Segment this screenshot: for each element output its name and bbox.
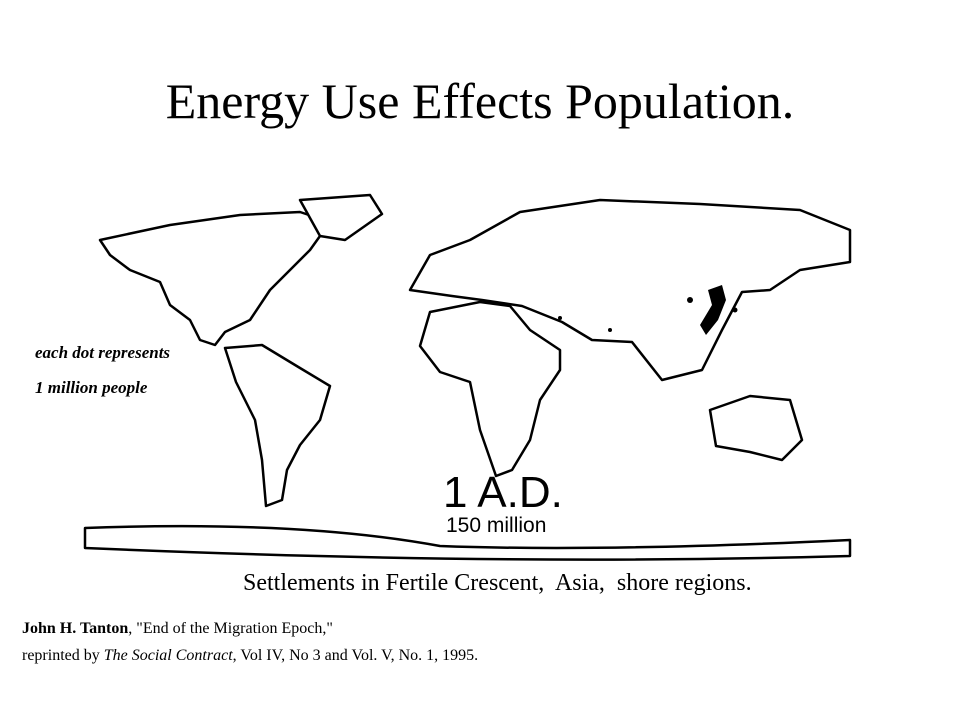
map-population: 150 million: [446, 514, 547, 537]
legend-line: 1 million people: [35, 378, 148, 397]
citation-journal: The Social Contract: [103, 647, 233, 664]
citation-article: , "End of the Migration Epoch,": [128, 620, 333, 637]
citation-line: reprinted by The Social Contract, Vol IV…: [22, 647, 478, 665]
caption: Settlements in Fertile Crescent, Asia, s…: [243, 570, 752, 596]
citation-text: , Vol IV, No 3 and Vol. V, No. 1, 1995.: [232, 647, 479, 664]
map-era: 1 A.D.: [443, 468, 563, 517]
legend-line: each dot represents: [35, 343, 171, 362]
slide-title: Energy Use Effects Population.: [165, 73, 795, 129]
citation-line: John H. Tanton, "End of the Migration Ep…: [22, 620, 333, 638]
citation-author: John H. Tanton: [22, 620, 129, 637]
population-dots: [558, 285, 738, 335]
continents: [83, 193, 852, 561]
citation-text: reprinted by: [22, 647, 104, 664]
